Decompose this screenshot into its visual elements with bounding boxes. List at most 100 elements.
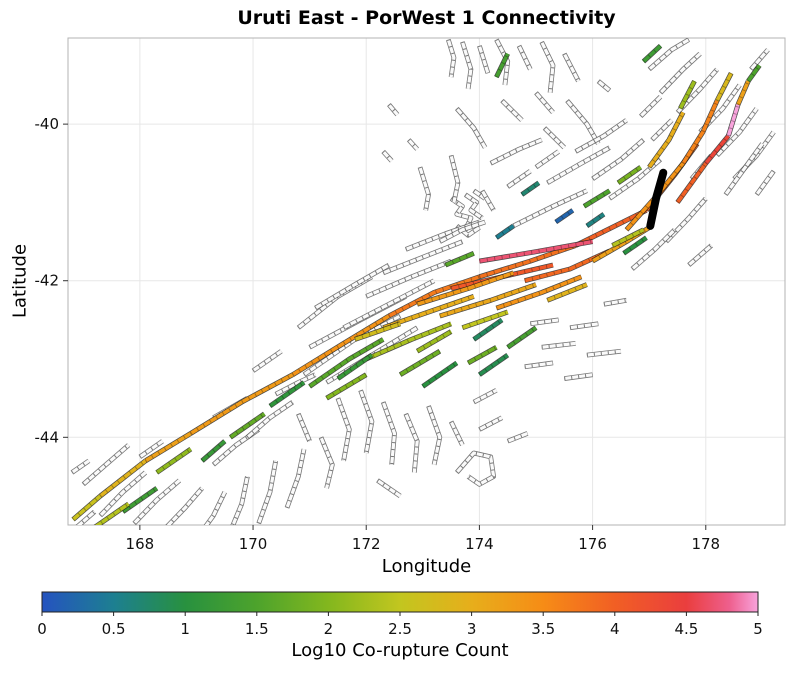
fault-trace-gray	[454, 106, 488, 149]
fault-trace-gray	[591, 137, 646, 181]
x-tick-label: 176	[578, 535, 607, 553]
x-axis-label: Longitude	[381, 556, 472, 577]
fault-trace-colored	[336, 353, 374, 381]
fault-trace-gray	[70, 458, 91, 475]
fault-trace-colored	[477, 353, 510, 377]
colorbar-tick-label: 4.5	[674, 620, 698, 638]
colorbar-tick-label: 1.5	[245, 620, 269, 638]
fault-trace-gray	[251, 349, 283, 373]
fault-trace-colored	[121, 486, 159, 514]
fault-trace-colored	[155, 447, 193, 475]
fault-trace-colored	[647, 111, 686, 169]
fault-trace-colored	[520, 180, 541, 197]
fault-trace-gray	[512, 188, 588, 229]
fault-trace-colored	[546, 282, 588, 303]
fault-trace-gray	[639, 94, 663, 119]
fault-trace-gray	[314, 263, 391, 311]
fault-trace-colored	[144, 431, 193, 463]
fault-trace-gray	[715, 107, 759, 158]
fault-trace-gray	[81, 443, 131, 487]
fault-trace-gray	[381, 149, 394, 163]
fault-trace-gray	[569, 321, 599, 331]
fault-trace-colored	[228, 411, 266, 440]
fault-trace-colored	[582, 188, 611, 209]
colorbar: 0 0.5 1 1.5 2 2.5 3 3.5 4 4.5 5	[37, 591, 763, 638]
fault-trace-gray	[460, 41, 474, 90]
fault-trace-gray	[472, 388, 498, 405]
fault-trace-gray	[506, 169, 532, 189]
fault-trace-colored	[703, 134, 731, 165]
corupture-fault-traces	[71, 43, 762, 525]
background-fault-traces	[70, 38, 776, 525]
fault-trace-gray	[516, 44, 533, 71]
fault-trace-colored	[478, 243, 577, 280]
colorbar-tick-label: 2.5	[388, 620, 412, 638]
fault-trace-gray	[406, 138, 419, 151]
fault-trace-colored	[98, 458, 148, 498]
fault-trace-colored	[466, 345, 498, 366]
fault-trace-gray	[596, 79, 612, 93]
fault-trace-gray	[454, 450, 496, 487]
fault-trace-gray	[284, 448, 307, 509]
y-tick-label: -44	[35, 428, 60, 446]
fault-trace-gray	[449, 196, 474, 231]
fault-trace-gray	[98, 470, 148, 518]
fault-trace-colored	[291, 313, 391, 377]
fault-trace-gray	[563, 372, 593, 381]
fault-trace-gray	[647, 38, 691, 72]
fault-trace-gray	[687, 243, 713, 267]
fault-trace-colored	[554, 208, 575, 225]
fault-trace-gray	[477, 45, 491, 74]
fault-trace-gray	[75, 509, 97, 525]
colorbar-tick-label: 0	[37, 620, 47, 638]
colorbar-label: Log10 Co-rupture Count	[291, 640, 509, 661]
colorbar-tick-label: 4	[610, 620, 620, 638]
fault-trace-gray	[754, 169, 776, 197]
colorbar-tick-label: 3.5	[531, 620, 555, 638]
colorbar-tick-label: 5	[753, 620, 763, 638]
fault-trace-colored	[415, 329, 453, 354]
fault-trace-colored	[616, 165, 643, 185]
colorbar-gradient	[41, 591, 759, 613]
fault-trace-colored	[365, 321, 453, 362]
fault-trace-gray	[524, 360, 554, 370]
fault-trace-gray	[494, 38, 511, 86]
fault-trace-colored	[189, 372, 294, 436]
fault-trace-gray	[318, 436, 335, 489]
fault-trace-gray	[529, 317, 559, 327]
fault-trace-colored	[622, 235, 648, 256]
fault-trace-gray	[274, 372, 317, 397]
fault-trace-colored	[308, 337, 385, 389]
fault-trace-gray	[546, 145, 611, 185]
fault-trace-colored	[641, 43, 663, 64]
x-tick-label: 172	[352, 535, 381, 553]
fault-trace-colored	[678, 79, 697, 110]
fault-trace-gray	[562, 52, 581, 83]
colorbar-tick-label: 1	[180, 620, 190, 638]
fault-trace-gray	[256, 460, 279, 525]
fault-trace-colored	[735, 80, 751, 106]
fault-trace-colored	[714, 72, 734, 102]
fault-trace-gray	[658, 51, 702, 95]
fault-trace-gray	[417, 166, 431, 211]
fault-trace-gray	[650, 118, 674, 142]
fault-trace-gray	[342, 278, 436, 330]
fault-trace-gray	[534, 149, 560, 170]
fault-trace-gray	[387, 103, 400, 117]
fault-trace-colored	[524, 248, 611, 284]
fault-trace-colored	[93, 501, 131, 525]
fault-trace-gray	[749, 48, 770, 71]
fault-trace-gray	[506, 431, 529, 444]
fault-trace-gray	[539, 40, 556, 94]
fault-trace-gray	[296, 412, 312, 443]
fault-trace-colored	[478, 239, 594, 264]
fault-trace-colored	[416, 270, 515, 307]
fault-trace-gray	[380, 401, 397, 465]
fault-trace-colored	[506, 325, 538, 350]
fault-trace-gray	[403, 412, 420, 473]
fault-trace-gray	[365, 258, 452, 299]
fault-trace-gray	[448, 420, 465, 447]
fault-trace-gray	[723, 142, 765, 197]
fault-trace-gray	[426, 405, 443, 466]
